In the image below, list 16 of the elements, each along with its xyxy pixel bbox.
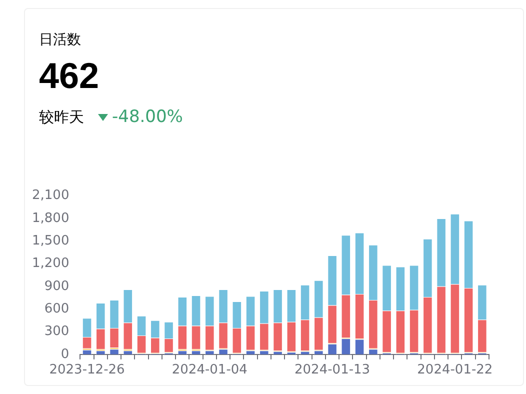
text: 较昨天 xyxy=(39,108,84,126)
y-tick-label: 300 xyxy=(44,324,70,340)
y-tick-label: 900 xyxy=(44,278,70,294)
y-tick-label: 1,500 xyxy=(32,233,70,248)
y-tick-label: 1,800 xyxy=(32,210,70,226)
text: -48.00% xyxy=(112,107,183,127)
x-tick-label: 2023-12-26 xyxy=(49,362,125,378)
y-tick-label: 600 xyxy=(44,301,70,316)
x-tick-label: 2024-01-04 xyxy=(172,362,248,378)
x-tick-label: 2024-01-22 xyxy=(417,362,493,378)
y-tick-label: 0 xyxy=(60,346,70,362)
chart-title: 日活数 xyxy=(39,31,81,49)
text: 462 xyxy=(39,55,100,97)
x-tick-label: 2024-01-13 xyxy=(294,362,370,378)
y-tick-label: 1,200 xyxy=(32,256,70,272)
y-tick-label: 2,100 xyxy=(32,188,70,204)
